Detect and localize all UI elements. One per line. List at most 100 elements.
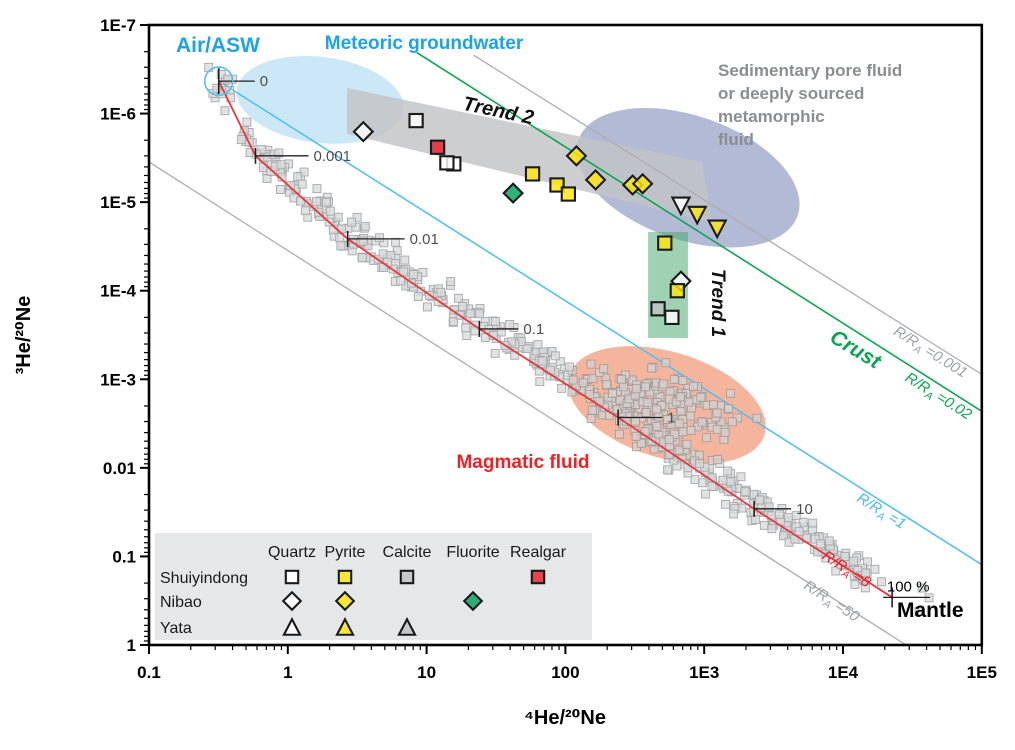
scatter-square [522, 344, 532, 354]
y-tick-label: 1E-5 [100, 193, 136, 212]
scatter-square [720, 427, 730, 437]
scatter-square [557, 383, 567, 393]
scatter-square [360, 221, 370, 231]
scatter-square [863, 557, 872, 567]
scatter-square [652, 421, 662, 431]
scatter-square [352, 212, 362, 222]
scatter-square [396, 276, 406, 286]
scatter-square [458, 302, 468, 311]
y-tick-label: 1 [127, 636, 136, 655]
x-tick-label: 100 [551, 663, 579, 682]
scatter-square [718, 475, 728, 485]
scatter-square [664, 435, 674, 445]
scatter-square [708, 400, 718, 410]
legend-marker [334, 590, 356, 612]
scatter-square [299, 167, 309, 177]
scatter-square [755, 495, 765, 505]
legend-row-label: Yata [160, 620, 192, 637]
scatter-square [652, 404, 662, 414]
legend-row-label: Shuiyindong [160, 570, 248, 587]
scatter-square [723, 466, 733, 476]
y-tick-label: 1E-3 [100, 370, 136, 389]
line-rra-1 [218, 80, 983, 566]
x-tick-label: 1E5 [967, 663, 997, 682]
scatter-square [824, 536, 834, 546]
legend-marker [284, 569, 300, 585]
scatter-square [713, 455, 723, 465]
scatter-square [449, 317, 459, 326]
scatter-square [220, 106, 230, 116]
scatter-square [641, 408, 651, 418]
x-axis-title: ⁴He/²⁰Ne [524, 707, 606, 729]
scatter-square [678, 427, 688, 437]
fraction-label: 0.1 [523, 321, 544, 338]
scatter-square [336, 241, 346, 251]
scatter-square [870, 564, 880, 574]
legend-column-header: Pyrite [325, 544, 366, 561]
label-magmatic-fluid: Magmatic fluid [456, 452, 589, 473]
label-sedimentary-line: Sedimentary pore fluid [718, 61, 902, 80]
mixing-curve-layer: 0 0.001 0.01 0.1 1 10 100 % [217, 68, 931, 608]
mantle-fraction-marker: 0.001 [254, 147, 351, 165]
scatter-square [759, 520, 769, 530]
sample-shuiyindong-quartz [664, 309, 680, 326]
scatter-square [311, 197, 321, 207]
sample-marker-layer [352, 112, 728, 326]
line-rra-0.02 [416, 51, 983, 412]
sample-yata-pyrite [706, 219, 728, 240]
scatter-square [778, 531, 788, 541]
axes-layer: 0.1 1 10 100 1E3 1E4 1E51E-71E-61E-51E-41E-30.… [100, 16, 997, 682]
sample-nibao-pyrite [565, 144, 588, 167]
legend-marker [530, 569, 546, 585]
scatter-square [465, 309, 475, 319]
scatter-square [661, 358, 671, 368]
scatter-square [721, 499, 730, 509]
scatter-square [740, 487, 750, 497]
fraction-label: 1 [667, 409, 675, 426]
scatter-square [537, 356, 547, 366]
y-tick-label: 1E-6 [100, 105, 136, 124]
scatter-square [794, 527, 804, 537]
scatter-square [236, 135, 246, 145]
scatter-square [617, 374, 626, 384]
scatter-square [533, 340, 543, 350]
scatter-square [357, 253, 367, 263]
scatter-square [413, 292, 423, 302]
y-tick-label: 1E-7 [100, 16, 136, 35]
scatter-square [674, 419, 684, 429]
y-tick-label: 1E-4 [100, 282, 136, 301]
scatter-square [615, 429, 624, 439]
scatter-square [505, 320, 515, 329]
x-tick-label: 10 [417, 663, 436, 682]
scatter-square [840, 552, 850, 561]
scatter-square [831, 566, 841, 576]
scatter-square [375, 233, 384, 243]
scatter-square [358, 236, 368, 246]
scatter-square [212, 83, 222, 93]
scatter-square [461, 323, 471, 333]
mantle-fraction-marker: 0 [217, 68, 268, 95]
scatter-square [274, 148, 284, 158]
scatter-square [689, 381, 698, 391]
scatter-square [729, 509, 739, 519]
mantle-fraction-marker: 1 [617, 409, 676, 426]
scatter-square [663, 465, 673, 475]
label-mantle: Mantle [897, 599, 964, 622]
scatter-square [550, 351, 560, 361]
scatter-square [474, 309, 484, 319]
reference-line-layer [148, 51, 983, 646]
scatter-square [697, 417, 707, 427]
legend-marker [462, 590, 484, 612]
scatter-square [861, 568, 871, 578]
scatter-square [312, 184, 322, 194]
label-rra: R/RA =1 [853, 490, 909, 535]
scatter-square [641, 382, 650, 392]
y-tick-label: 0.1 [112, 547, 136, 566]
scatter-square [257, 144, 267, 154]
scatter-square [608, 388, 618, 398]
mantle-fraction-marker: 10 [753, 501, 813, 518]
scatter-square [643, 398, 653, 407]
scatter-square [535, 377, 545, 387]
scatter-square [764, 502, 774, 512]
